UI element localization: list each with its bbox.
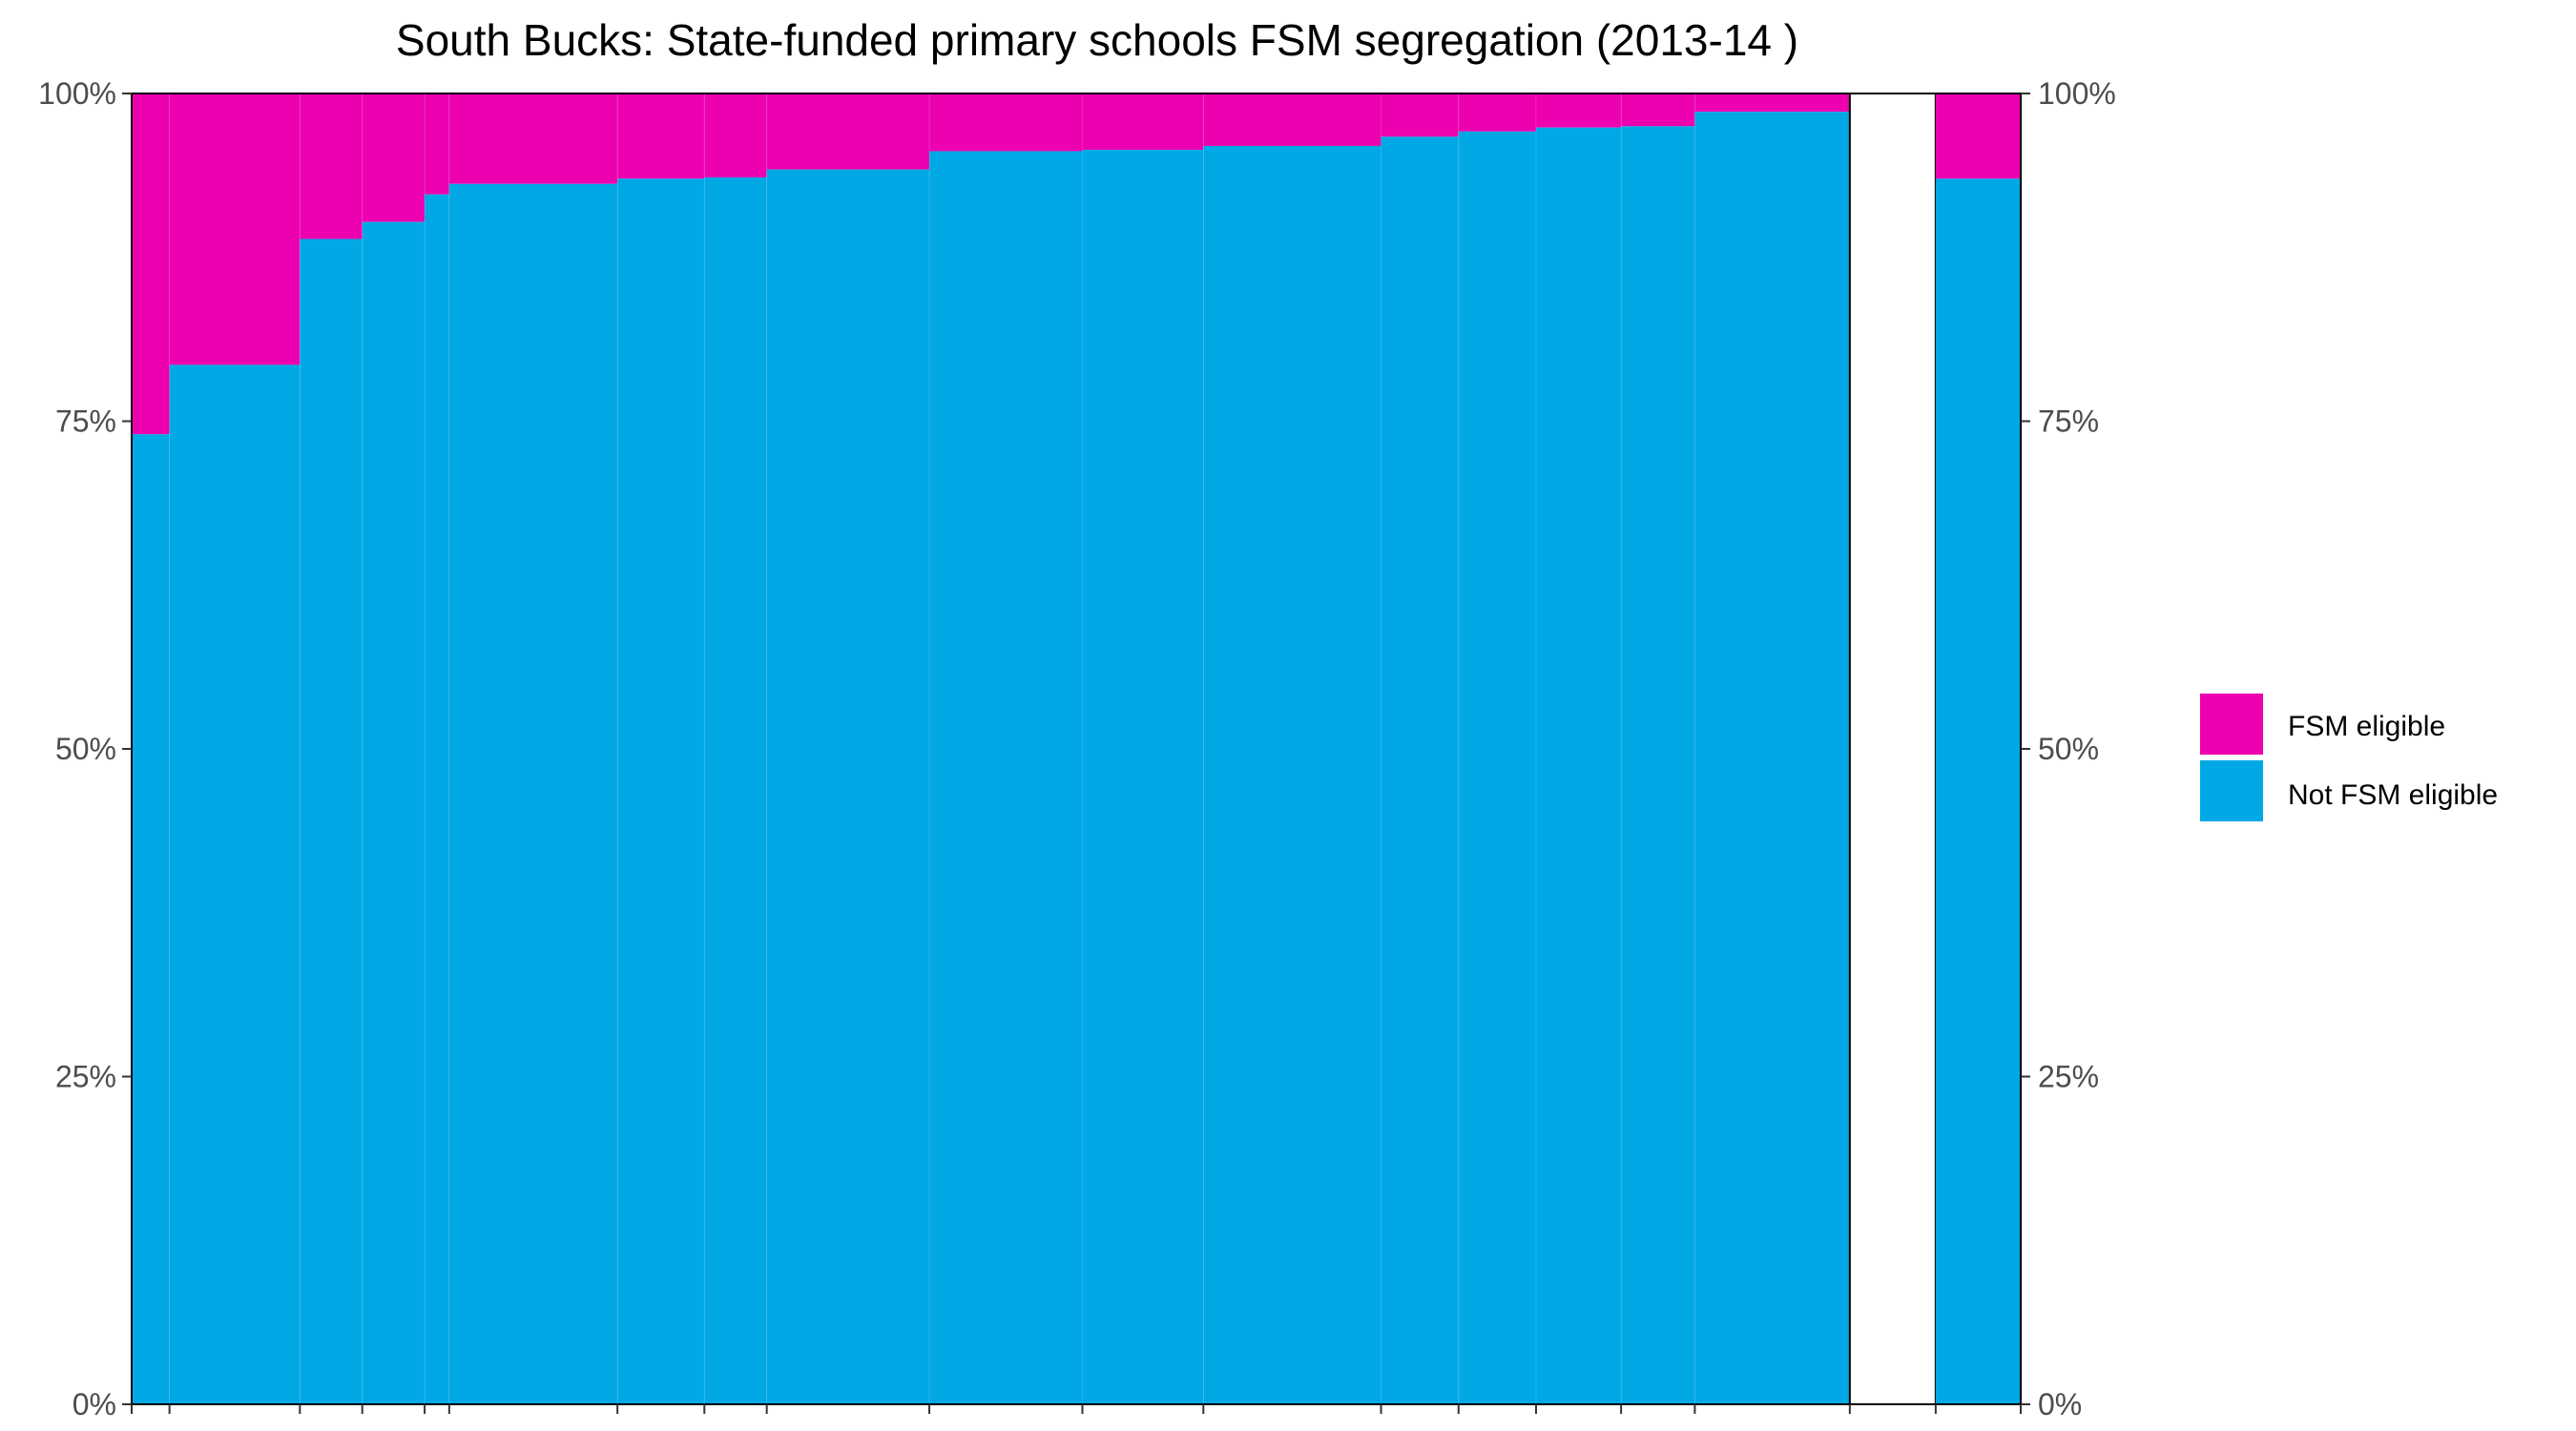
bar-fsm-school-10 bbox=[929, 93, 1083, 152]
bar-fsm-school-4 bbox=[362, 93, 426, 222]
y-tick-label-left: 100% bbox=[38, 76, 116, 111]
legend-label-fsm: FSM eligible bbox=[2288, 711, 2445, 742]
y-tick-label-left: 50% bbox=[55, 732, 116, 766]
bar-fsm-school-12 bbox=[1203, 93, 1381, 146]
bar-fsm-school-2 bbox=[169, 93, 301, 365]
chart-title: South Bucks: State-funded primary school… bbox=[396, 15, 1798, 65]
bar-not-fsm-school-16 bbox=[1621, 126, 1695, 1405]
y-tick-label-right: 0% bbox=[2038, 1387, 2082, 1421]
bar-fsm-school-14 bbox=[1458, 93, 1536, 132]
legend-label-not-fsm: Not FSM eligible bbox=[2288, 779, 2498, 811]
bar-not-fsm-school-17 bbox=[1694, 112, 1850, 1405]
bar-fsm-school-15 bbox=[1535, 93, 1622, 128]
bar-fsm-school-11 bbox=[1082, 93, 1204, 151]
y-tick-label-right: 25% bbox=[2038, 1060, 2099, 1094]
bar-fsm-school-8 bbox=[704, 93, 767, 177]
bar-fsm-school-13 bbox=[1381, 93, 1459, 137]
bar-fsm-school-16 bbox=[1621, 93, 1695, 127]
y-tick-label-left: 25% bbox=[55, 1060, 116, 1094]
bar-not-fsm-school-12 bbox=[1203, 145, 1381, 1405]
bar-not-fsm-school-4 bbox=[362, 221, 426, 1405]
bar-fsm-school-9 bbox=[766, 93, 930, 170]
legend-swatch-not-fsm bbox=[2200, 760, 2263, 821]
bar-fsm-school-1 bbox=[132, 93, 170, 435]
bar-fsm-school-17 bbox=[1694, 93, 1850, 113]
y-tick-label-right: 100% bbox=[2038, 76, 2116, 111]
bar-not-fsm-school-3 bbox=[300, 238, 363, 1404]
legend-swatch-fsm bbox=[2200, 694, 2263, 755]
plot-area bbox=[132, 93, 2021, 1405]
bar-not-fsm-school-14 bbox=[1458, 131, 1536, 1405]
bar-not-fsm-school-10 bbox=[929, 151, 1083, 1404]
bar-fsm-school-6 bbox=[448, 93, 618, 184]
bar-not-fsm-school-6 bbox=[448, 183, 618, 1404]
y-tick-label-right: 75% bbox=[2038, 404, 2099, 439]
bar-fsm-total bbox=[1935, 93, 2021, 179]
bar-not-fsm-school-8 bbox=[704, 176, 767, 1404]
bar-fsm-school-5 bbox=[425, 93, 449, 195]
bar-not-fsm-school-2 bbox=[169, 364, 301, 1405]
bar-fsm-school-7 bbox=[617, 93, 705, 179]
bar-not-fsm-school-11 bbox=[1082, 150, 1204, 1404]
bar-not-fsm-school-5 bbox=[425, 194, 449, 1405]
y-tick-label-right: 50% bbox=[2038, 732, 2099, 766]
axes: 0% 0% 25% 25% 50% 50% 75% 75% 100% 100% bbox=[38, 76, 2116, 1421]
bar-not-fsm-school-15 bbox=[1535, 127, 1622, 1404]
bar-not-fsm-school-13 bbox=[1381, 136, 1459, 1404]
y-tick-label-left: 0% bbox=[73, 1387, 116, 1421]
bar-not-fsm-school-9 bbox=[766, 169, 930, 1404]
bar-not-fsm-school-1 bbox=[132, 434, 170, 1404]
bar-not-fsm-total bbox=[1935, 178, 2021, 1404]
legend: FSM eligible Not FSM eligible bbox=[2200, 694, 2498, 821]
bar-fsm-school-3 bbox=[300, 93, 363, 239]
y-tick-label-left: 75% bbox=[55, 404, 116, 439]
bar-not-fsm-school-7 bbox=[617, 178, 705, 1404]
gap-separator bbox=[1848, 93, 1937, 1405]
